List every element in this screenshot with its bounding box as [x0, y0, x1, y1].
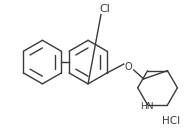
Text: HCl: HCl	[162, 116, 180, 126]
Text: Cl: Cl	[100, 4, 110, 14]
Text: O: O	[125, 62, 133, 72]
Text: HN: HN	[140, 102, 153, 111]
